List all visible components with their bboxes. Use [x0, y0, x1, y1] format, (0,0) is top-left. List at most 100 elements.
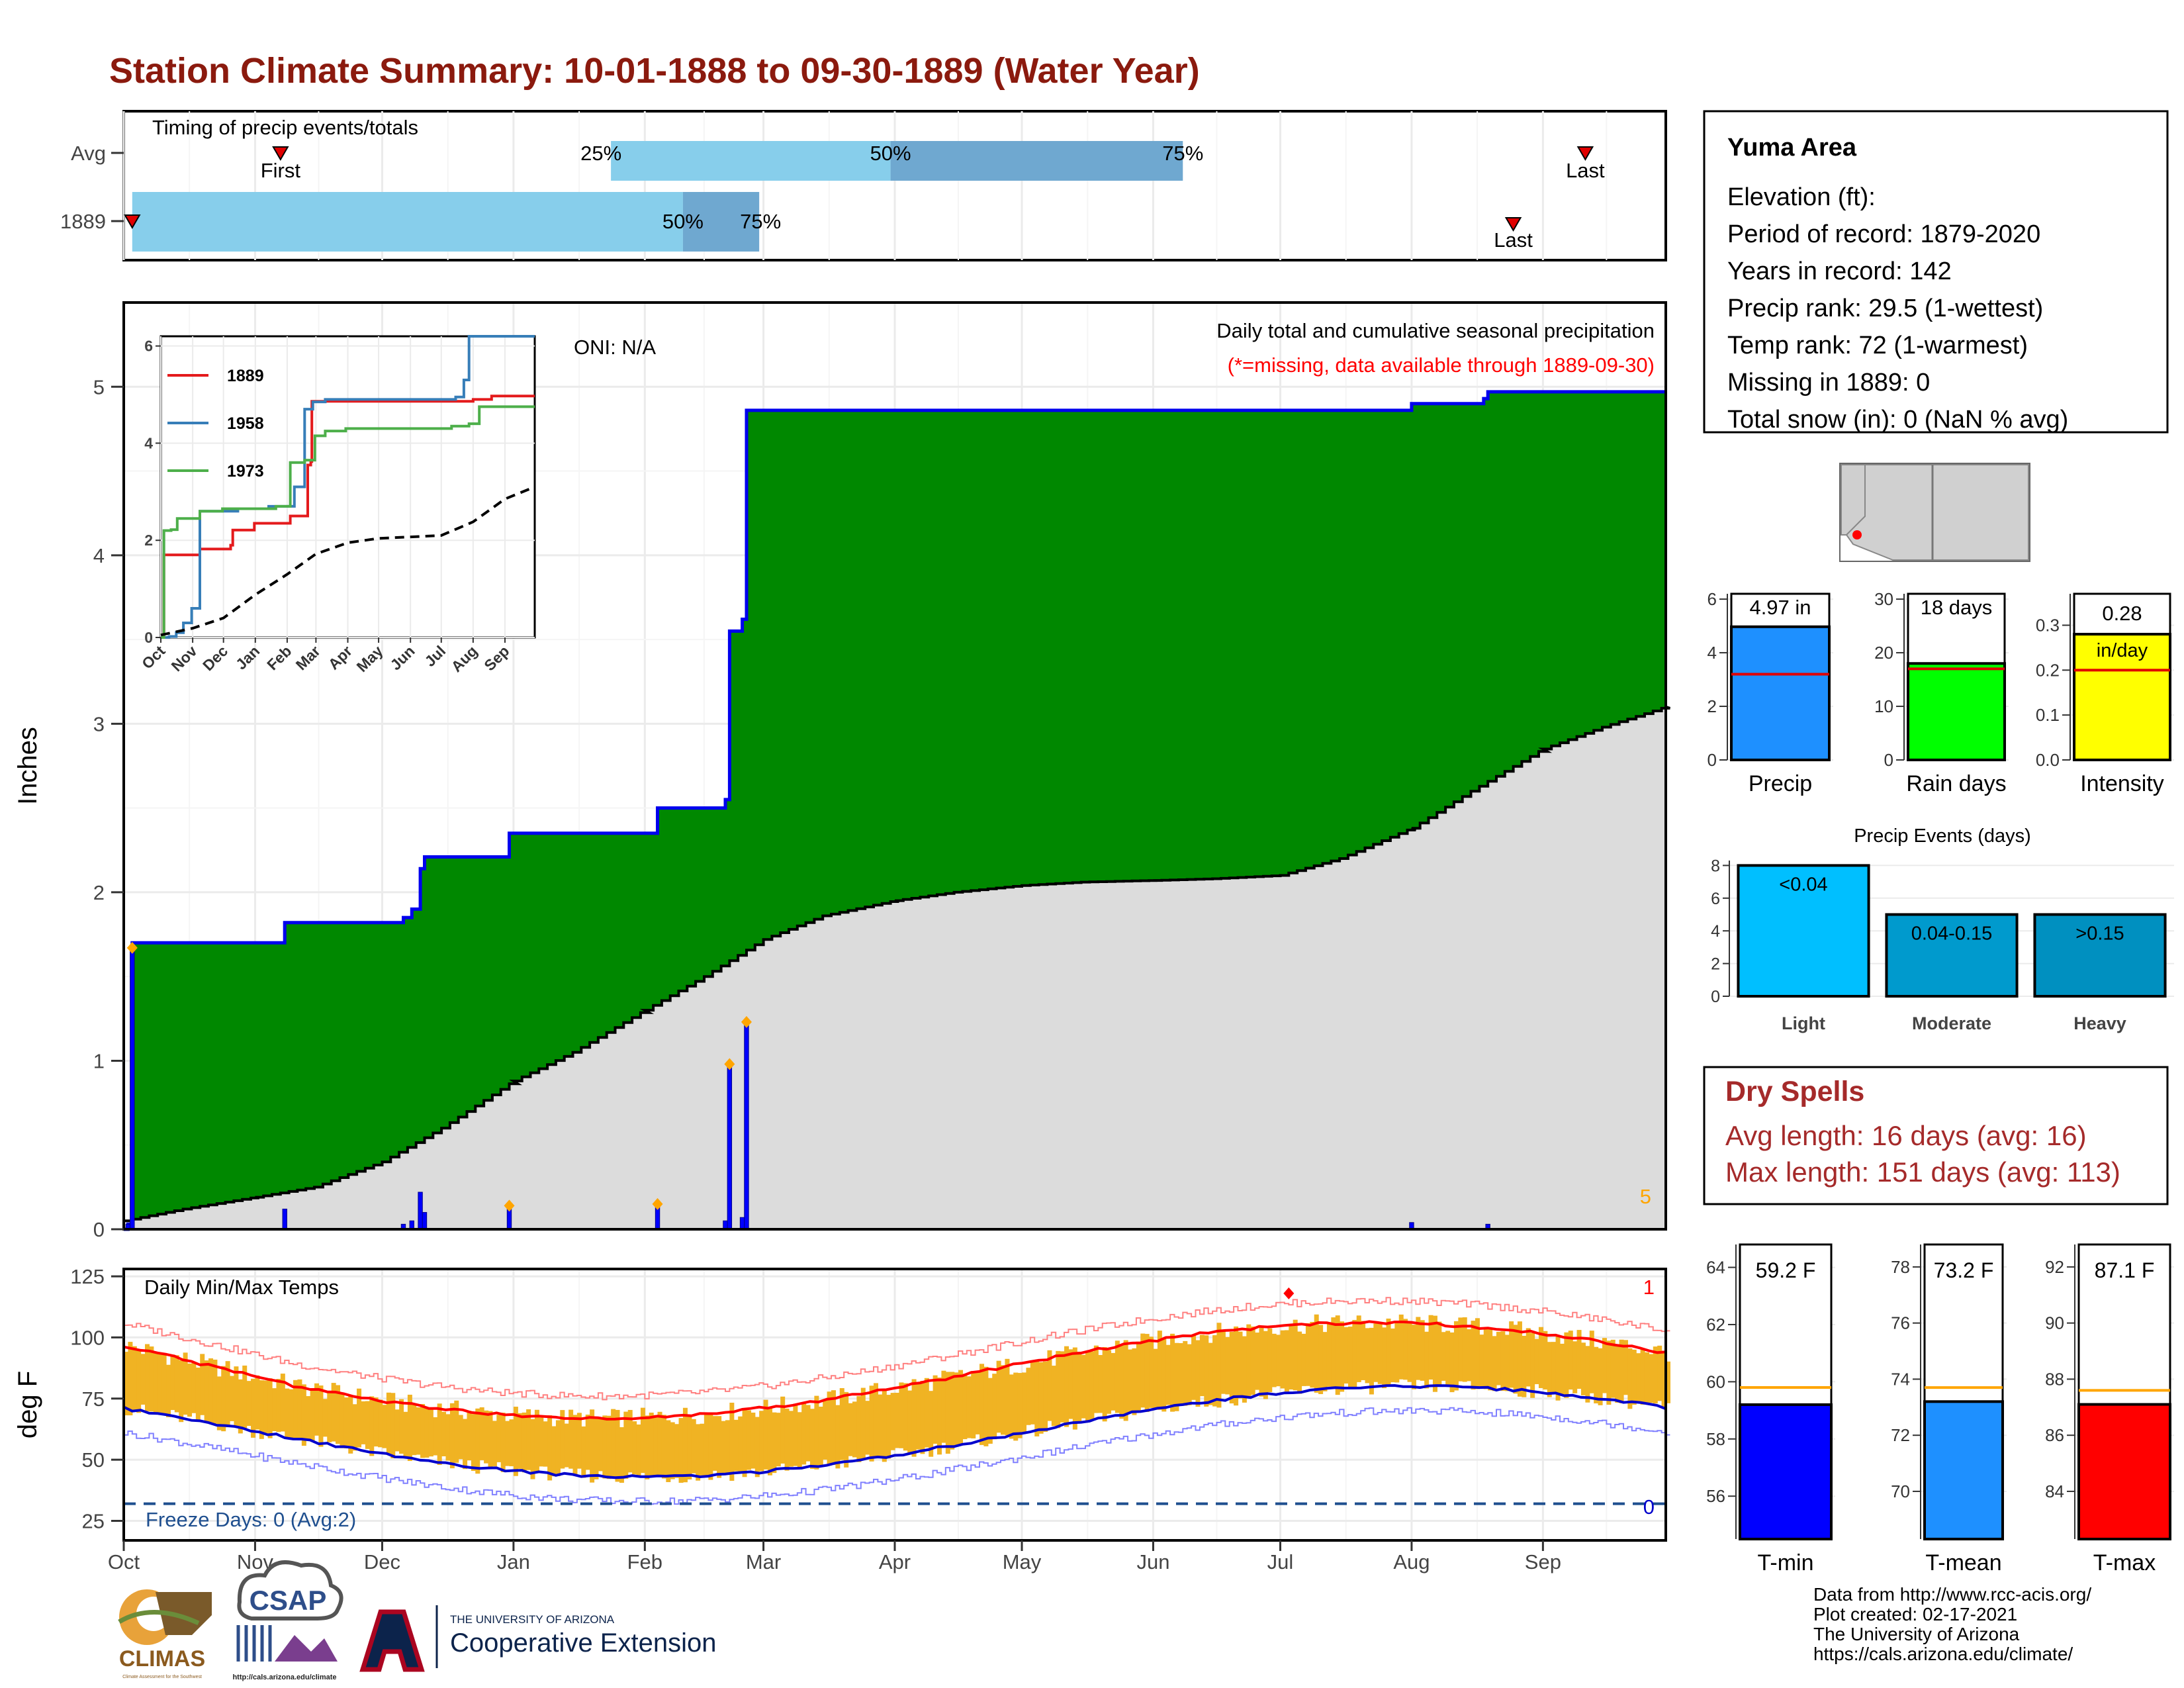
daily-temp-bar	[445, 1414, 451, 1461]
daily-temp-bar	[945, 1372, 950, 1454]
daily-temp-bar	[1289, 1325, 1294, 1390]
daily-temp-bar	[251, 1378, 256, 1438]
inset-ytick-label: 4	[144, 434, 153, 451]
precip-frame	[122, 301, 1667, 1231]
daily-precip-bar	[130, 947, 135, 1230]
daily-temp-bar	[361, 1401, 366, 1444]
daily-temp-bar	[1056, 1350, 1061, 1429]
credit-url: https://cals.arizona.edu/climate/	[1813, 1644, 2073, 1664]
daily-temp-bar	[412, 1404, 417, 1456]
daily-temp-bar	[1407, 1322, 1412, 1382]
daily-temp-bar	[1441, 1332, 1446, 1381]
daily-temp-bar	[627, 1409, 633, 1473]
daily-temp-bar	[975, 1372, 980, 1434]
daily-temp-bar	[449, 1403, 455, 1469]
daily-temp-bar	[1195, 1340, 1201, 1407]
daily-temp-bar	[1615, 1344, 1620, 1403]
daily-temp-bar	[488, 1411, 493, 1468]
daily-temp-bar	[805, 1405, 811, 1462]
daily-temp-bar	[437, 1403, 442, 1465]
tmin-ytick-label: 58	[1706, 1429, 1725, 1449]
daily-temp-bar	[1483, 1327, 1488, 1389]
daily-temp-bar	[394, 1409, 400, 1452]
daily-temp-bar	[717, 1416, 722, 1478]
daily-temp-bar	[992, 1374, 997, 1440]
daily-temp-bar	[653, 1415, 659, 1476]
daily-temp-bar	[831, 1390, 836, 1466]
daily-temp-bar	[1123, 1340, 1128, 1421]
inset-ytick-label: 6	[144, 338, 153, 355]
timing-title: Timing of precip events/totals	[152, 116, 418, 139]
month-label: Jun	[1136, 1550, 1169, 1573]
station-location-dot	[1852, 530, 1862, 539]
daily-temp-bar	[285, 1388, 290, 1438]
daily-temp-bar	[907, 1390, 913, 1455]
daily-temp-bar	[1416, 1317, 1421, 1380]
daily-temp-bar	[1492, 1336, 1497, 1391]
climas-logo-text: CLIMAS	[119, 1646, 205, 1671]
daily-temp-bar	[895, 1393, 900, 1448]
daily-temp-bar	[1479, 1335, 1484, 1388]
intensity-bar	[2073, 633, 2171, 762]
daily-temp-bar	[1432, 1315, 1437, 1392]
daily-temp-bar	[1276, 1335, 1281, 1387]
tmin-bar	[1739, 1403, 1833, 1540]
daily-temp-bar	[1310, 1321, 1315, 1388]
daily-temp-bar	[1386, 1318, 1391, 1386]
daily-temp-bar	[1589, 1331, 1594, 1393]
daily-temp-bar	[1183, 1340, 1188, 1406]
daily-temp-bar	[1322, 1332, 1328, 1391]
tmean-bar	[1923, 1400, 2004, 1540]
daily-temp-bar	[1331, 1317, 1336, 1389]
inset-series-1958	[161, 335, 535, 639]
inset-series-1889	[161, 395, 535, 639]
precip-ytick-label: 6	[1707, 589, 1717, 609]
daily-temp-bar	[124, 1352, 129, 1416]
tmean-ytick-label: 72	[1891, 1425, 1910, 1445]
daily-temp-bar	[433, 1417, 438, 1456]
daily-temp-bar	[1250, 1326, 1255, 1395]
daily-temp-bar	[458, 1415, 463, 1460]
daily-temp-bar	[1068, 1349, 1073, 1419]
info-temp-rank: Temp rank: 72 (1-warmest)	[1727, 332, 2028, 359]
daily-temp-bar	[1580, 1342, 1586, 1395]
daily-temp-bar	[632, 1421, 637, 1475]
daily-temp-bar	[827, 1391, 832, 1466]
temp-ytick-label: 50	[82, 1448, 105, 1472]
avg-max-line	[123, 1320, 1666, 1421]
precip-axis-label: Precip	[1749, 771, 1812, 796]
daily-precip-bar	[739, 1217, 745, 1230]
daily-temp-bar	[1174, 1342, 1179, 1411]
daily-temp-bar	[1462, 1317, 1467, 1382]
daily-temp-bar	[1513, 1325, 1518, 1394]
daily-temp-bar	[1568, 1331, 1573, 1390]
daily-temp-bar	[1530, 1333, 1535, 1398]
daily-temp-bar	[1564, 1332, 1569, 1398]
daily-temp-bar	[336, 1385, 341, 1444]
daily-temp-bar	[1136, 1341, 1141, 1411]
daily-temp-bar	[661, 1415, 666, 1479]
daily-temp-bar	[598, 1417, 603, 1472]
daily-temp-bar	[890, 1393, 895, 1450]
raindays-value-label: 18 days	[1921, 596, 1993, 619]
daily-temp-bar	[1242, 1336, 1247, 1403]
daily-temp-bar	[1534, 1338, 1539, 1385]
daily-temp-bar	[1051, 1366, 1056, 1427]
daily-temp-bar	[899, 1382, 904, 1448]
daily-temp-bar	[195, 1367, 201, 1422]
tmax-ytick-label: 84	[2045, 1481, 2064, 1501]
station-info-box: Yuma Area Elevation (ft): Period of reco…	[1703, 110, 2169, 434]
daily-temp-bar	[1267, 1328, 1273, 1393]
daily-temp-bar	[1140, 1333, 1146, 1408]
precip-value-label: 4.97 in	[1749, 596, 1811, 619]
daily-temp-bar	[378, 1399, 383, 1448]
daily-temp-bar	[1509, 1321, 1514, 1388]
daily-temp-bar	[208, 1358, 214, 1423]
tmax-ytick-label: 92	[2045, 1257, 2064, 1277]
daily-temp-bar	[1081, 1354, 1086, 1419]
daily-temp-bar	[1038, 1362, 1044, 1434]
info-precip-rank: Precip rank: 29.5 (1-wettest)	[1727, 295, 2043, 322]
inset-avg-line	[160, 485, 535, 637]
daily-temp-bar	[352, 1404, 357, 1451]
record-high-marker	[1283, 1287, 1295, 1299]
